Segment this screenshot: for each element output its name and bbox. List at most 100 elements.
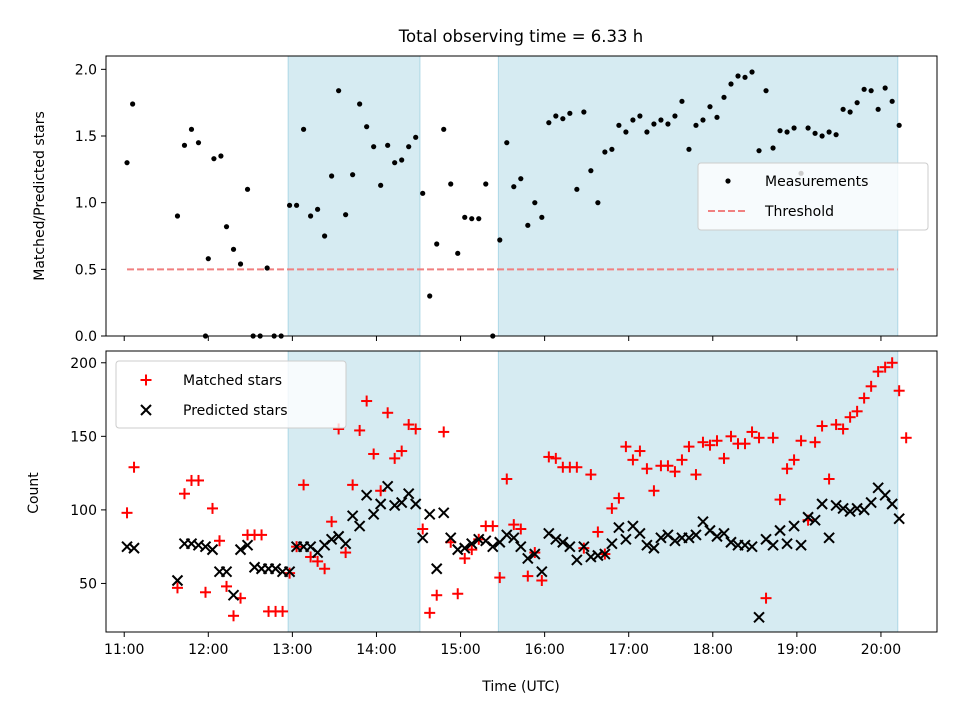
measurement-point (595, 200, 601, 206)
predicted-star-point (206, 543, 219, 556)
predicted-star-point (487, 540, 499, 553)
measurement-point (567, 110, 573, 116)
predicted-star-point (459, 542, 471, 554)
measurement-point (896, 122, 902, 128)
predicted-star-point (466, 538, 478, 550)
legend-box (115, 360, 347, 429)
measurement-point (630, 117, 636, 123)
matched-star-point (872, 366, 884, 378)
matched-star-point (277, 605, 289, 617)
predicted-star-point (438, 507, 450, 519)
top-panel-x-ticks (123, 336, 882, 341)
measurement-point (889, 98, 895, 104)
matched-star-point (417, 523, 429, 535)
matched-star-point (816, 420, 828, 432)
x-tick-label: 20:00 (861, 642, 901, 658)
predicted-star-point (402, 487, 415, 500)
matched-stars-points (121, 357, 912, 622)
measurement-point (637, 113, 643, 119)
predicted-star-point (550, 533, 562, 546)
predicted-star-point (409, 498, 422, 510)
matched-star-point (466, 544, 478, 556)
matched-star-point (347, 479, 359, 491)
measurement-point (833, 132, 839, 138)
matched-star-point (788, 454, 800, 466)
measurement-point (181, 142, 188, 148)
matched-star-point (361, 395, 373, 407)
measurement-point (293, 202, 300, 208)
predicted-star-point (830, 499, 842, 512)
matched-star-point (382, 407, 394, 419)
matched-star-point (809, 436, 821, 448)
measurement-point (455, 250, 461, 256)
measurement-point (392, 160, 398, 166)
matched-star-point (199, 586, 211, 598)
matched-star-point (774, 494, 786, 506)
matched-star-point (128, 461, 140, 473)
matched-star-point (879, 361, 891, 373)
matched-star-point (403, 419, 415, 431)
predicted-star-point (879, 489, 891, 501)
predicted-star-point (508, 532, 520, 544)
predicted-star-point (241, 539, 254, 551)
bottom-legend: Matched stars Predicted stars (115, 360, 347, 429)
predicted-star-point (844, 505, 856, 518)
measurement-point (539, 214, 545, 220)
predicted-star-point (746, 540, 758, 553)
bottom-panel-shaded-intervals (287, 350, 899, 633)
matched-star-point (171, 582, 183, 594)
predicted-star-point (121, 540, 133, 553)
legend-threshold-label: Threshold (764, 204, 834, 220)
measurement-point (826, 129, 832, 135)
measurement-point (868, 88, 874, 94)
matched-star-point (767, 432, 779, 444)
measurement-point (329, 173, 335, 179)
matched-star-point (641, 463, 653, 475)
measurement-point (434, 241, 440, 247)
measurement-point (237, 261, 244, 267)
measurement-point (847, 109, 853, 115)
y-tick-label: 1.0 (75, 196, 97, 212)
y-tick-label: 100 (70, 503, 97, 519)
matched-star-point (543, 451, 555, 463)
predicted-star-point (395, 496, 408, 509)
predicted-star-point (865, 496, 877, 509)
x-tick-label: 11:00 (104, 642, 144, 658)
measurement-point (413, 134, 419, 140)
x-tick-label: 12:00 (188, 642, 228, 658)
predicted-star-point (641, 539, 653, 551)
matched-star-point (613, 492, 625, 504)
matched-star-point (192, 474, 204, 486)
matched-star-point (354, 424, 366, 436)
matched-star-point (753, 432, 765, 444)
predicted-star-point (536, 565, 548, 578)
legend-box (697, 162, 929, 231)
matched-star-point (487, 520, 499, 532)
matched-star-point (704, 439, 716, 451)
matched-star-point (662, 460, 674, 472)
predicted-star-point (515, 540, 527, 553)
matched-star-point (536, 575, 548, 587)
measurement-point (476, 216, 482, 222)
predicted-star-point (886, 498, 898, 510)
measurement-point (707, 104, 713, 110)
measurement-point (218, 153, 224, 159)
top-legend: Measurements Threshold (697, 162, 929, 231)
matched-star-point (837, 423, 849, 435)
bottom-panel-frame (105, 350, 938, 633)
measurement-point (679, 98, 685, 104)
matched-star-point (718, 452, 730, 464)
predicted-star-point (753, 611, 765, 623)
predicted-star-point (613, 521, 625, 534)
matched-star-point (634, 445, 646, 457)
predicted-star-point (192, 539, 205, 551)
measurement-point (518, 176, 524, 182)
predicted-star-point (501, 529, 513, 541)
bottom-panel-y-ticks: 50 100 150 200 (70, 356, 106, 592)
predicted-star-point (620, 533, 632, 546)
measurement-point (714, 114, 720, 120)
predicted-star-point (220, 565, 233, 578)
measurement-point (385, 142, 391, 148)
measurement-point (861, 86, 867, 92)
